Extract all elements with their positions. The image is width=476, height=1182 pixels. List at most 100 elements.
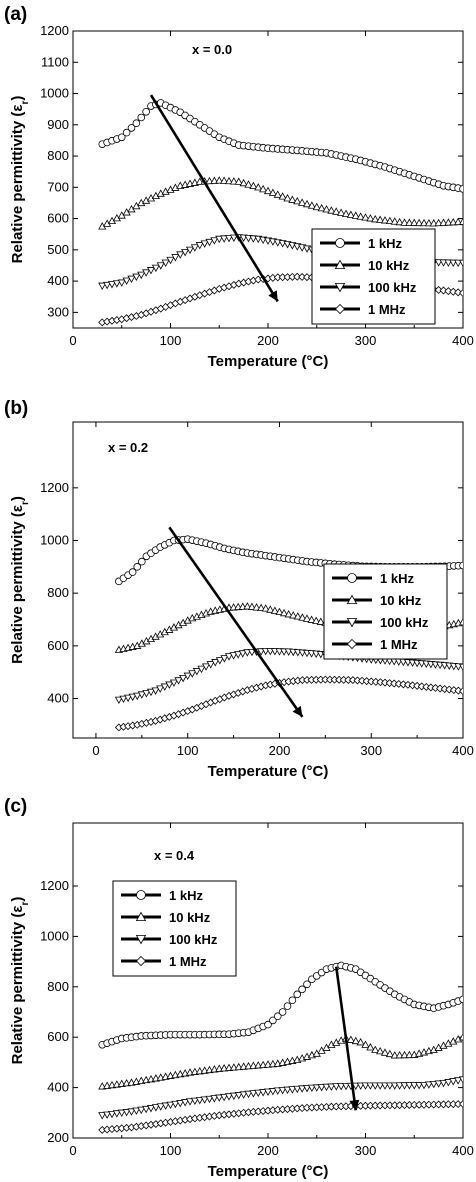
- data-point: [417, 682, 426, 691]
- x-tick-label: 0: [92, 743, 99, 758]
- data-point: [395, 217, 404, 226]
- data-point: [458, 1076, 463, 1084]
- data-point: [288, 195, 297, 203]
- data-point: [195, 1097, 204, 1105]
- data-point: [122, 1109, 131, 1117]
- legend-marker: [334, 259, 346, 270]
- y-tick-label: 1200: [40, 23, 69, 38]
- data-point: [247, 602, 257, 610]
- data-point: [434, 1080, 443, 1088]
- legend-marker: [346, 594, 358, 604]
- data-point: [200, 1096, 209, 1104]
- data-point: [288, 996, 297, 1005]
- trend-arrow-head: [349, 1099, 360, 1111]
- series-10-khz: [98, 176, 463, 230]
- data-point: [419, 1081, 429, 1090]
- data-point: [224, 234, 234, 243]
- data-point: [119, 695, 128, 704]
- legend-label: 10 kHz: [169, 910, 211, 925]
- data-point: [322, 205, 331, 213]
- chart-panel-2: (b) 0 100 200 300 400 400 600 800 1000 1200 Tempera…: [4, 398, 474, 780]
- legend-label: 1 MHz: [380, 637, 418, 652]
- data-point: [400, 1050, 409, 1059]
- data-point: [293, 990, 302, 999]
- data-point: [303, 980, 311, 989]
- data-point: [429, 219, 438, 227]
- series-10-khz: [98, 1032, 463, 1090]
- data-point: [458, 663, 463, 672]
- data-point: [197, 665, 206, 674]
- data-point: [454, 288, 463, 297]
- x-axis-unit: (°C): [302, 1163, 329, 1180]
- data-point: [264, 1020, 272, 1029]
- data-point: [107, 281, 117, 289]
- x-tick-label: 300: [355, 333, 377, 348]
- trend-arrow-head: [268, 290, 278, 302]
- y-axis-title: Relative permittivity (εr): [9, 496, 31, 664]
- data-point: [220, 1093, 229, 1102]
- chart-panel-1: (a) 0 100 200 300 400 300 400 500 600 700 800 900 100…: [4, 4, 474, 370]
- data-point: [229, 234, 238, 242]
- y-axis-title-text: Relative permittivity (ε: [9, 505, 26, 664]
- data-point: [459, 687, 463, 696]
- data-point: [327, 1083, 336, 1091]
- data-point: [103, 1111, 112, 1119]
- data-point: [142, 690, 151, 698]
- data-point: [361, 1082, 370, 1090]
- y-axis-subscript: r: [20, 501, 31, 505]
- y-tick-label: 300: [47, 304, 69, 319]
- data-point: [133, 563, 142, 571]
- data-point: [395, 1082, 404, 1090]
- data-point: [117, 1109, 126, 1118]
- data-point: [142, 269, 151, 277]
- x-axis-title-text: Temperature: [208, 353, 302, 370]
- data-point: [160, 683, 169, 691]
- data-layer: [114, 535, 463, 732]
- data-point: [458, 217, 463, 225]
- x-axis-title: Temperature (°C): [208, 353, 329, 370]
- data-point: [229, 652, 238, 660]
- data-point: [341, 1082, 351, 1091]
- data-point: [234, 1092, 243, 1100]
- data-layer: [98, 961, 463, 1134]
- data-point: [415, 1082, 424, 1090]
- data-point: [117, 133, 126, 142]
- data-point: [307, 1084, 316, 1093]
- data-point: [366, 214, 375, 222]
- data-point: [341, 209, 351, 218]
- data-point: [408, 681, 417, 690]
- data-point: [151, 264, 160, 273]
- legend-entry: 10 kHz: [121, 910, 211, 925]
- data-point: [444, 259, 453, 267]
- data-point: [278, 1008, 287, 1016]
- x-axis-unit: (°C): [302, 763, 329, 780]
- x-axis-title: Temperature (°C): [208, 763, 329, 780]
- data-point: [268, 188, 277, 196]
- x-tick-label: 200: [269, 743, 291, 758]
- x-axis-title-text: Temperature: [208, 1163, 302, 1180]
- data-point: [380, 216, 390, 224]
- y-axis-title: Relative permittivity (εr): [9, 897, 31, 1065]
- legend-marker: [346, 638, 358, 650]
- data-point: [298, 198, 307, 206]
- trend-arrow-line: [149, 94, 279, 303]
- data-point: [312, 1084, 321, 1092]
- series-100-khz: [114, 647, 463, 705]
- legend-label: 1 MHz: [169, 954, 207, 969]
- data-point: [380, 1082, 390, 1090]
- data-point: [361, 213, 370, 221]
- data-point: [181, 249, 190, 257]
- data-point: [257, 648, 266, 656]
- data-point: [302, 1084, 312, 1093]
- legend: 1 kHz 10 kHz 100 kHz 1 MHz: [112, 880, 237, 977]
- data-point: [185, 1098, 195, 1106]
- x-tick-label: 100: [160, 1143, 182, 1158]
- x-tick-label: 0: [69, 333, 76, 348]
- data-point: [127, 124, 136, 132]
- data-point: [283, 1002, 292, 1010]
- data-point: [413, 681, 422, 690]
- data-point: [316, 617, 325, 625]
- data-point: [165, 681, 174, 689]
- data-point: [312, 616, 321, 624]
- data-point: [195, 242, 204, 250]
